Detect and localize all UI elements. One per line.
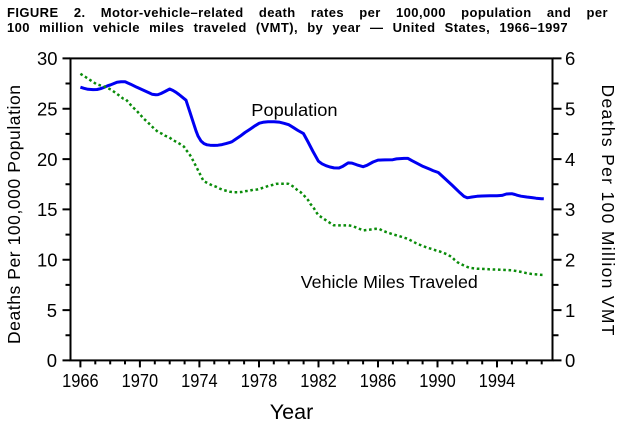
svg-text:25: 25 — [37, 99, 58, 120]
svg-text:3: 3 — [565, 199, 575, 220]
svg-text:1970: 1970 — [122, 370, 159, 391]
svg-text:5: 5 — [565, 99, 575, 120]
svg-text:1966: 1966 — [62, 370, 99, 391]
svg-text:Deaths Per 100,000 Population: Deaths Per 100,000 Population — [4, 85, 24, 344]
svg-text:15: 15 — [37, 199, 58, 220]
svg-text:Deaths Per 100 Million VMT: Deaths Per 100 Million VMT — [598, 85, 618, 336]
svg-text:1982: 1982 — [300, 370, 337, 391]
svg-text:5: 5 — [47, 300, 57, 321]
svg-text:1986: 1986 — [360, 370, 397, 391]
svg-text:30: 30 — [37, 48, 58, 69]
svg-text:2: 2 — [565, 250, 575, 271]
svg-text:0: 0 — [565, 350, 575, 371]
svg-text:1994: 1994 — [479, 370, 516, 391]
svg-text:10: 10 — [37, 250, 58, 271]
svg-text:4: 4 — [565, 149, 575, 170]
svg-text:20: 20 — [37, 149, 58, 170]
svg-text:0: 0 — [47, 350, 57, 371]
svg-text:Population: Population — [251, 100, 337, 120]
svg-text:Year: Year — [270, 400, 314, 424]
svg-text:6: 6 — [565, 48, 575, 69]
svg-text:1: 1 — [565, 300, 575, 321]
svg-text:Vehicle Miles Traveled: Vehicle Miles Traveled — [301, 272, 478, 292]
svg-text:1974: 1974 — [181, 370, 218, 391]
svg-text:1990: 1990 — [419, 370, 456, 391]
svg-text:1978: 1978 — [241, 370, 278, 391]
